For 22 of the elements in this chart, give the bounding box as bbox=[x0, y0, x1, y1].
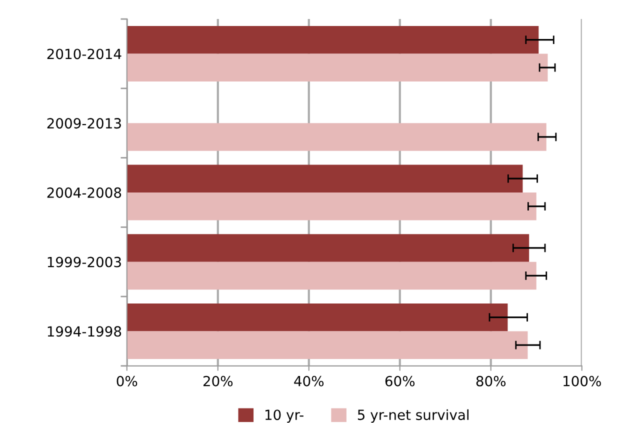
y-tick-label: 1994-1998 bbox=[48, 326, 122, 337]
x-tick-label: 0% bbox=[116, 376, 138, 386]
y-tick-label: 2004-2008 bbox=[47, 187, 122, 198]
bar bbox=[126, 54, 548, 82]
y-tick-label: 1999-2003 bbox=[48, 256, 121, 268]
bar bbox=[126, 164, 523, 192]
bar bbox=[126, 262, 536, 290]
legend-label: 5 yr-net survival bbox=[358, 409, 468, 423]
bar bbox=[126, 192, 536, 220]
x-tick-label: 20% bbox=[203, 376, 233, 386]
bar bbox=[126, 26, 539, 54]
x-tick-label: 80% bbox=[476, 376, 506, 386]
y-tick-label: 2009-2013 bbox=[47, 118, 121, 129]
x-tick-label: 100% bbox=[564, 376, 601, 386]
bar bbox=[126, 123, 546, 151]
x-tick-label: 40% bbox=[294, 376, 324, 386]
x-tick-label: 60% bbox=[385, 376, 415, 386]
y-tick-label: 2010-2014 bbox=[47, 48, 122, 60]
bar bbox=[126, 303, 508, 332]
bar bbox=[126, 331, 528, 359]
legend-label: 10 yr- bbox=[265, 410, 304, 423]
bar bbox=[126, 234, 530, 262]
